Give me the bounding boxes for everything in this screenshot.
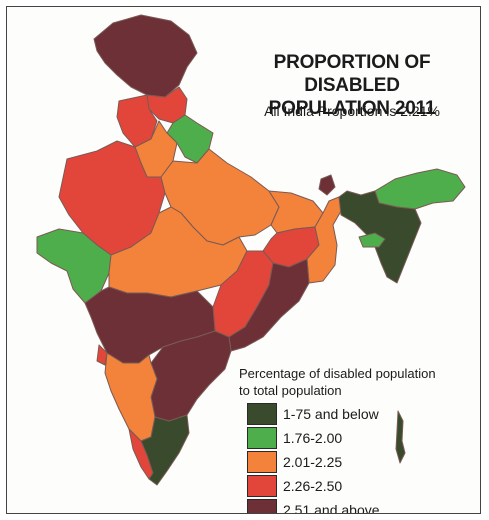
india-map [36, 14, 466, 486]
legend-swatch [247, 475, 277, 497]
legend-item: 1-75 and below [247, 403, 379, 425]
title-line-2: POPULATION 2011 [268, 98, 436, 119]
region-jammu-kashmir [93, 14, 198, 98]
legend-heading-line-2: to total population [239, 383, 342, 398]
legend-label: 2.26-2.50 [283, 478, 343, 494]
legend-swatch [247, 427, 277, 449]
region-odisha [228, 258, 310, 352]
legend-swatch [247, 499, 277, 513]
region-tamil-nadu [140, 414, 190, 486]
legend-item: 2.51 and above [247, 499, 380, 514]
legend-label: 2.51 and above [283, 502, 380, 514]
legend-item: 1.76-2.00 [247, 427, 342, 449]
region-goa [96, 344, 108, 366]
legend-label: 1.76-2.00 [283, 430, 343, 446]
legend-label: 1-75 and below [283, 406, 379, 422]
map-frame: PROPORTION OF DISABLED POPULATION 2011 A… [6, 6, 481, 514]
legend-item: 2.01-2.25 [247, 451, 342, 473]
legend-swatch [247, 451, 277, 473]
region-andaman-nicobar [395, 410, 406, 464]
legend-heading-line-1: Percentage of disabled population [239, 366, 436, 381]
title-line-1: PROPORTION OF DISABLED [273, 52, 431, 96]
legend-label: 2.01-2.25 [283, 454, 343, 470]
region-arunachal-pradesh [374, 168, 466, 210]
legend-heading: Percentage of disabled population to tot… [239, 365, 479, 399]
legend-item: 2.26-2.50 [247, 475, 342, 497]
region-meghalaya [358, 232, 386, 248]
region-uttar-pradesh [160, 148, 280, 246]
legend-swatch [247, 403, 277, 425]
region-karnataka [104, 352, 158, 442]
map-title: PROPORTION OF DISABLED POPULATION 2011 [232, 51, 472, 120]
region-sikkim [318, 174, 336, 196]
map-subtitle: All India Proportion is 2.21% [264, 103, 440, 119]
